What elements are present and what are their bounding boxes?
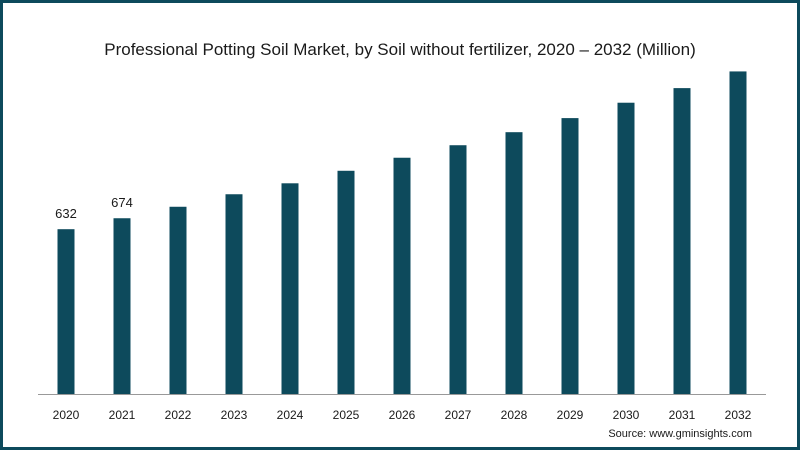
x-tick-label-2031: 2031 bbox=[669, 408, 696, 422]
x-tick-label-2022: 2022 bbox=[165, 408, 192, 422]
bar-2021 bbox=[113, 218, 131, 394]
bar-2029 bbox=[561, 118, 579, 395]
x-tick-label-2023: 2023 bbox=[221, 408, 248, 422]
bar-2027 bbox=[449, 145, 467, 394]
bar-2022 bbox=[169, 206, 187, 394]
x-tick-label-2024: 2024 bbox=[277, 408, 304, 422]
source-note: Source: www.gminsights.com bbox=[608, 428, 752, 440]
bar-2032 bbox=[729, 71, 747, 394]
data-labels: 632 674 bbox=[55, 195, 133, 221]
x-tick-label-2028: 2028 bbox=[501, 408, 528, 422]
x-tick-label-2020: 2020 bbox=[53, 408, 80, 422]
x-tick-label-2030: 2030 bbox=[613, 408, 640, 422]
chart-title: Professional Potting Soil Market, by Soi… bbox=[104, 40, 696, 59]
data-label-2021: 674 bbox=[111, 195, 133, 210]
x-tick-label-2025: 2025 bbox=[333, 408, 360, 422]
x-tick-label-2029: 2029 bbox=[557, 408, 584, 422]
x-tick-labels: 2020 2021 2022 2023 2024 2025 2026 2027 2028 2029… bbox=[53, 408, 752, 422]
bar-2030 bbox=[617, 102, 635, 395]
bars-group bbox=[57, 71, 747, 395]
data-label-2020: 632 bbox=[55, 206, 77, 221]
bar-2026 bbox=[393, 157, 411, 394]
bar-2031 bbox=[673, 88, 691, 395]
bar-2023 bbox=[225, 194, 243, 394]
bar-2024 bbox=[281, 183, 299, 394]
bar-2028 bbox=[505, 132, 523, 395]
x-tick-label-2021: 2021 bbox=[109, 408, 136, 422]
bar-2020 bbox=[57, 229, 75, 394]
x-tick-label-2032: 2032 bbox=[725, 408, 752, 422]
x-tick-label-2026: 2026 bbox=[389, 408, 416, 422]
bar-2025 bbox=[337, 170, 355, 394]
x-tick-label-2027: 2027 bbox=[445, 408, 472, 422]
